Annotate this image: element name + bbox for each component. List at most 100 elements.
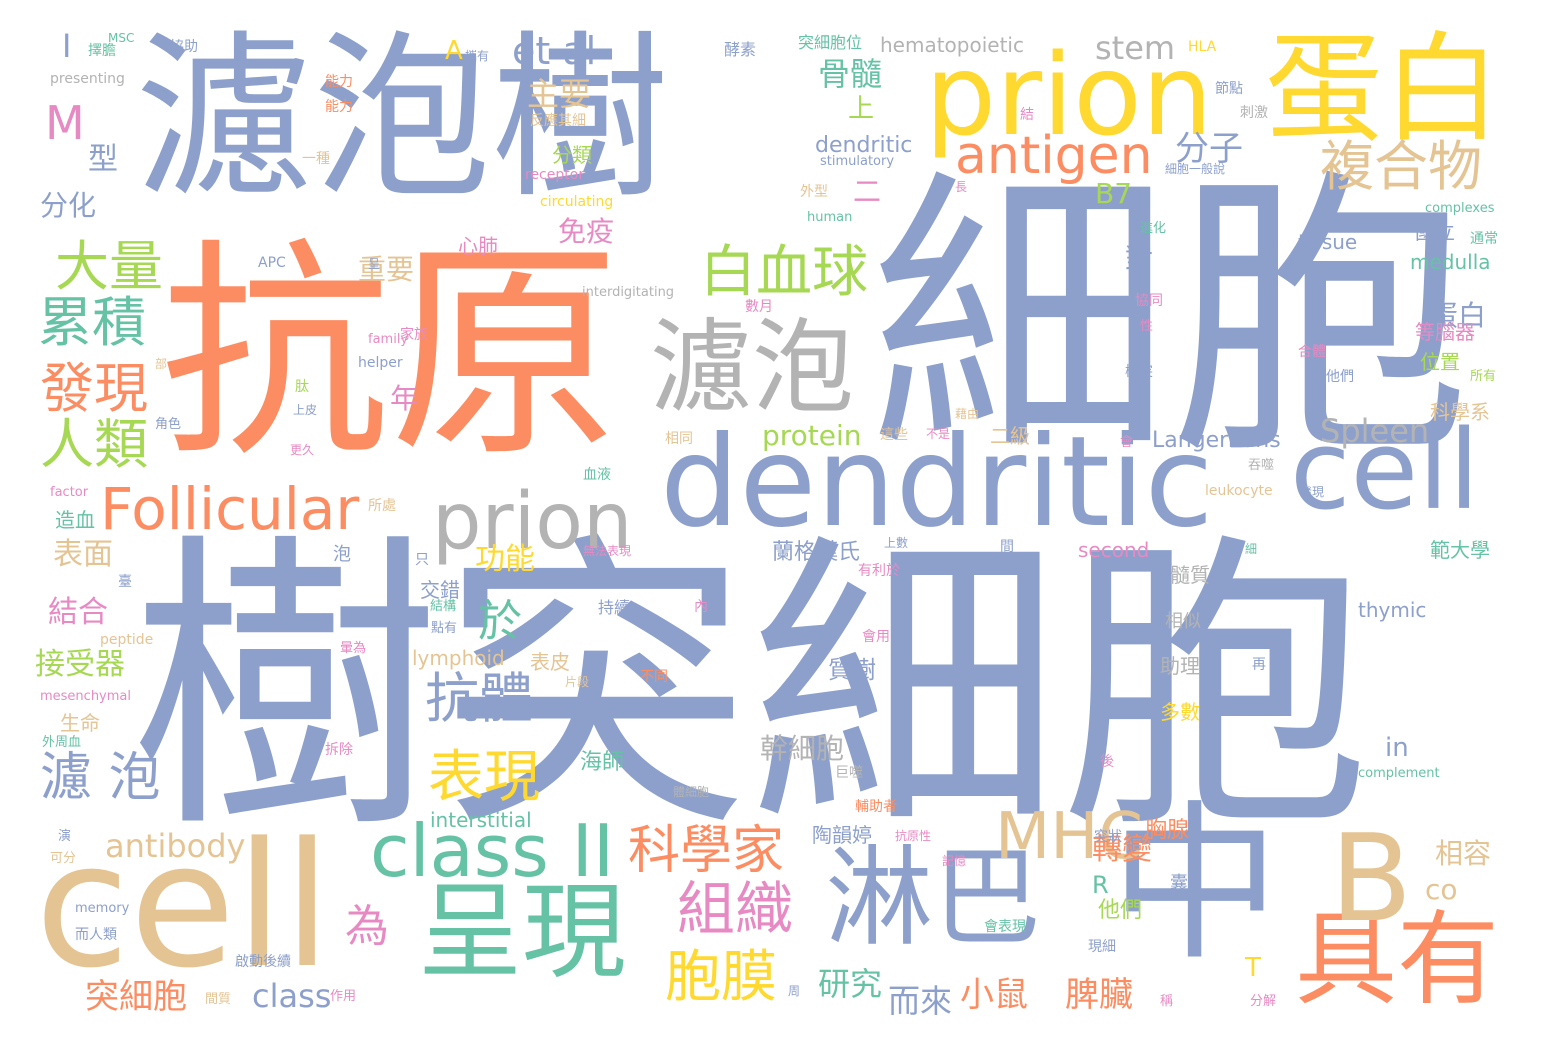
word-120: HLA — [1188, 39, 1217, 55]
word-68: tissue — [1298, 230, 1358, 254]
word-13: B — [1330, 810, 1413, 949]
word-73: 對 — [1125, 242, 1154, 275]
word-53: 表面 — [53, 537, 113, 572]
word-52: 接受器 — [35, 647, 125, 682]
word-72: 蛋白 — [1430, 299, 1487, 332]
word-9: 蛋白 — [1265, 20, 1502, 158]
word-181: 可分 — [50, 851, 77, 866]
word-163: 會用 — [862, 629, 890, 645]
word-88: 海師 — [580, 750, 625, 775]
word-35: Spleen — [1320, 412, 1430, 450]
word-127: 刺激 — [1240, 105, 1268, 121]
word-31: 濾 泡 — [40, 748, 161, 808]
word-185: 進化 — [1140, 221, 1167, 236]
word-71: lymphoid — [412, 646, 505, 670]
word-107: mesenchymal — [40, 689, 131, 704]
word-196: 結構 — [430, 599, 457, 614]
word-30: 抗體 — [425, 667, 533, 730]
word-47: 研究 — [818, 965, 883, 1003]
word-128: 通常 — [1470, 231, 1498, 247]
word-91: 國立 — [1415, 220, 1455, 244]
word-153: 間 — [1000, 539, 1014, 555]
word-90: 他們 — [1098, 898, 1143, 923]
word-102: 生命 — [60, 711, 100, 735]
word-6: dendritic — [660, 410, 1214, 555]
word-131: 樹突 — [1125, 364, 1153, 380]
word-195: 合體 — [1298, 344, 1326, 360]
word-14: 濾泡 — [650, 309, 854, 428]
word-74: 上 — [848, 94, 875, 124]
word-152: 上數 — [884, 536, 909, 550]
word-49: 幹細胞 — [760, 732, 845, 765]
word-56: B7 — [1095, 177, 1133, 210]
word-112: human — [807, 210, 853, 225]
word-27: 組織 — [677, 875, 794, 943]
word-98: 助理 — [1160, 654, 1200, 678]
word-97: 相似 — [1165, 611, 1201, 632]
word-45: 脾臟 — [1065, 975, 1133, 1015]
word-121: 突細胞位 — [798, 33, 863, 52]
word-151: 不是 — [926, 427, 951, 441]
word-161: 抗原性 — [895, 829, 932, 843]
word-171: 細 — [1245, 542, 1258, 556]
word-37: 於 — [478, 596, 522, 647]
word-175: 啟動後續 — [235, 954, 291, 970]
word-122: 酵素 — [724, 40, 757, 59]
word-125: 外型 — [800, 184, 828, 200]
word-194: 發現 — [1300, 485, 1325, 499]
word-86: 質樹 — [828, 656, 876, 684]
word-169: 後 — [1100, 754, 1114, 770]
word-109: factor — [50, 485, 89, 500]
word-100: 二級 — [990, 424, 1030, 448]
word-69: thymic — [1358, 598, 1427, 622]
word-105: complement — [1358, 766, 1440, 781]
word-66: dendritic — [815, 133, 913, 158]
word-123: 能力 — [325, 74, 353, 90]
word-101: 造血 — [55, 508, 95, 532]
word-55: 分化 — [40, 189, 97, 222]
word-5: cell — [35, 805, 331, 1006]
word-15: prion — [432, 477, 633, 567]
word-135: 反應其細 — [530, 113, 586, 129]
word-178: 間質 — [205, 992, 232, 1007]
word-184: 肽 — [295, 379, 309, 395]
word-19: antigen — [955, 126, 1153, 186]
word-149: 相同 — [665, 431, 693, 447]
word-170: 再 — [1252, 657, 1266, 673]
word-168: 會表現 — [984, 919, 1026, 935]
word-189: 長 — [955, 180, 968, 194]
word-23: 累積 — [38, 291, 146, 354]
word-54: 型 — [88, 142, 118, 177]
word-48: 轉變 — [1092, 832, 1152, 867]
word-11: 具有 — [1295, 901, 1499, 1020]
word-77: R — [1092, 871, 1109, 899]
word-21: 複合物 — [1320, 135, 1482, 198]
word-133: 擇膽 — [88, 43, 116, 59]
word-43: class — [252, 977, 332, 1015]
word-8: prion — [925, 31, 1213, 161]
word-113: circulating — [540, 194, 614, 210]
word-57: 免疫 — [558, 215, 615, 248]
word-63: co — [1425, 873, 1458, 906]
word-187: 性 — [1140, 319, 1154, 334]
word-36: 為 — [345, 901, 389, 952]
word-155: 持續 — [598, 598, 631, 617]
word-22: 大量 — [55, 235, 163, 298]
word-138: 家族 — [400, 327, 428, 343]
word-17: Follicular — [100, 475, 360, 543]
word-24: 發現 — [40, 357, 148, 420]
word-159: 體細胞 — [673, 785, 710, 799]
word-60: protein — [762, 419, 862, 452]
word-137: 呈 — [368, 257, 381, 271]
word-162: 巨噬 — [835, 765, 863, 781]
word-146: 臺 — [118, 574, 132, 590]
word-42: 突細胞 — [85, 977, 187, 1017]
word-197: 點有 — [431, 621, 458, 636]
word-117: presenting — [50, 71, 125, 87]
word-198: 細胞一般說 — [1165, 162, 1226, 176]
word-76: T — [1245, 953, 1261, 983]
word-84: 交錯 — [420, 578, 460, 602]
word-188: 結 — [1020, 107, 1034, 123]
word-190: 數月 — [745, 299, 773, 315]
word-50: 功能 — [475, 542, 535, 577]
